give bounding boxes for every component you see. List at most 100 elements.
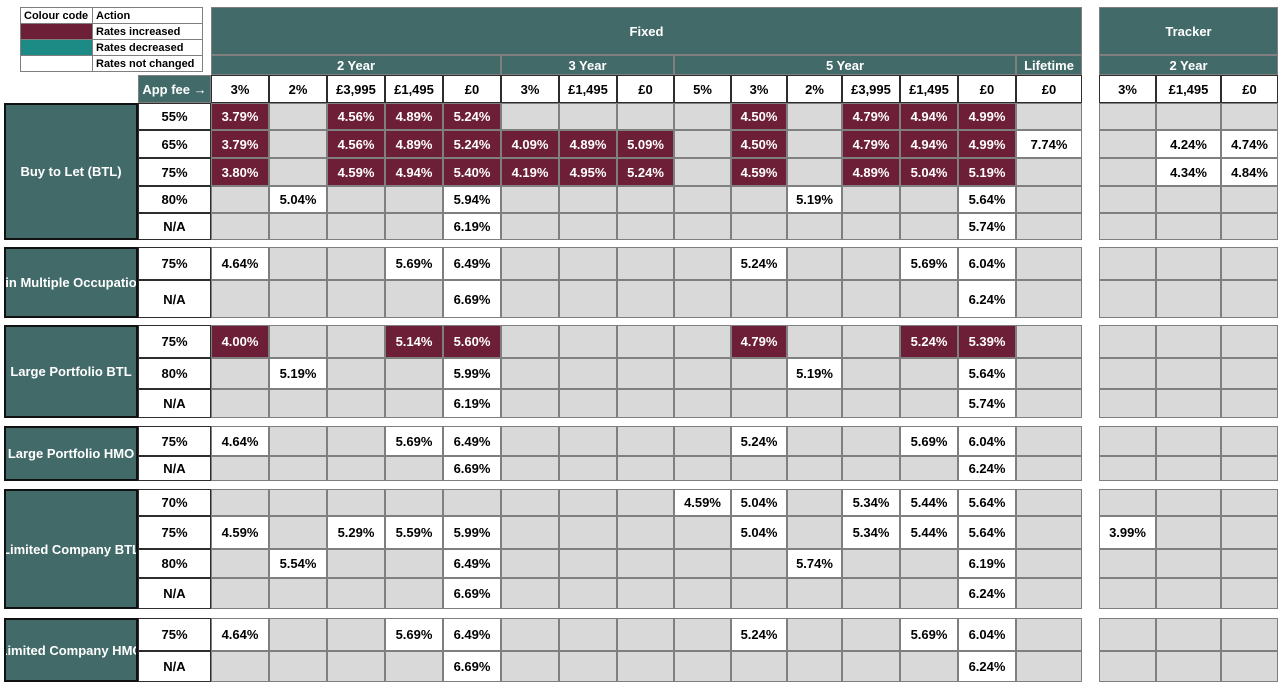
rate-cell: 5.04% <box>900 158 958 186</box>
rate-cell <box>559 549 617 578</box>
rate-cell: 4.84% <box>1221 158 1278 186</box>
rate-cell <box>1156 213 1221 240</box>
rate-cell: 5.69% <box>900 618 958 651</box>
fee-header: £1,495 <box>900 75 958 103</box>
rate-cell: 6.19% <box>958 549 1016 578</box>
legend-label-decreased: Rates decreased <box>92 39 203 56</box>
rate-cell <box>1099 247 1156 280</box>
rate-cell <box>731 213 787 240</box>
rate-cell <box>327 651 385 682</box>
rate-cell: 4.95% <box>559 158 617 186</box>
rate-cell <box>617 426 674 456</box>
fee-header: 5% <box>674 75 731 103</box>
rate-cell <box>674 158 731 186</box>
rate-cell <box>269 130 327 158</box>
rate-cell: 5.24% <box>731 618 787 651</box>
rate-cell <box>617 186 674 213</box>
rate-cell <box>501 651 559 682</box>
rate-cell <box>327 578 385 609</box>
ltv-label: 80% <box>138 358 211 389</box>
rate-cell <box>211 213 269 240</box>
rate-cell <box>1099 325 1156 358</box>
rate-cell: 6.49% <box>443 247 501 280</box>
rate-cell <box>559 213 617 240</box>
rate-cell <box>617 358 674 389</box>
fee-header: £3,995 <box>327 75 385 103</box>
rate-cell <box>617 456 674 481</box>
rate-cell <box>1156 389 1221 418</box>
product-label: Houses in Multiple Occupation (HMO) <box>4 247 138 318</box>
rate-cell <box>385 358 443 389</box>
rate-cell <box>385 186 443 213</box>
rate-cell: 4.19% <box>501 158 559 186</box>
rate-cell: 6.24% <box>958 456 1016 481</box>
rate-cell <box>842 186 900 213</box>
rate-cell <box>327 247 385 280</box>
rate-cell <box>674 247 731 280</box>
rate-cell <box>1099 618 1156 651</box>
rate-cell <box>674 130 731 158</box>
fee-header: 3% <box>501 75 559 103</box>
rate-cell: 5.69% <box>900 247 958 280</box>
rate-cell: 5.09% <box>617 130 674 158</box>
rate-cell <box>1016 549 1082 578</box>
rate-cell <box>211 389 269 418</box>
product-label: Large Portfolio BTL <box>4 325 138 418</box>
rate-cell <box>842 456 900 481</box>
fee-header: £1,495 <box>385 75 443 103</box>
ltv-label: 75% <box>138 325 211 358</box>
rate-cell <box>385 389 443 418</box>
ltv-label: 75% <box>138 618 211 651</box>
rate-cell <box>900 456 958 481</box>
rate-cell <box>327 456 385 481</box>
ltv-label: 80% <box>138 186 211 213</box>
ltv-label: N/A <box>138 651 211 682</box>
ltv-label: N/A <box>138 456 211 481</box>
rate-cell: 5.34% <box>842 489 900 516</box>
rate-cell <box>842 247 900 280</box>
rate-cell: 6.69% <box>443 651 501 682</box>
rate-cell <box>674 549 731 578</box>
rate-cell <box>787 158 842 186</box>
rate-cell <box>900 389 958 418</box>
rate-cell <box>1221 389 1278 418</box>
legend-swatch-unchanged <box>20 55 93 72</box>
rate-cell <box>327 549 385 578</box>
rate-cell: 5.94% <box>443 186 501 213</box>
rate-cell <box>1016 389 1082 418</box>
rate-cell <box>1221 651 1278 682</box>
rate-cell: 6.49% <box>443 426 501 456</box>
ltv-label: 55% <box>138 103 211 130</box>
rate-cell <box>1016 103 1082 130</box>
rate-cell <box>269 389 327 418</box>
ltv-label: 80% <box>138 549 211 578</box>
rate-cell <box>1099 213 1156 240</box>
rate-cell <box>617 213 674 240</box>
rate-cell <box>842 358 900 389</box>
rate-cell: 4.24% <box>1156 130 1221 158</box>
rate-cell <box>385 280 443 318</box>
rate-cell <box>1156 325 1221 358</box>
rate-cell: 6.49% <box>443 549 501 578</box>
rate-cell: 5.24% <box>731 426 787 456</box>
rate-cell: 4.99% <box>958 103 1016 130</box>
rate-cell: 5.04% <box>269 186 327 213</box>
rate-cell: 6.24% <box>958 280 1016 318</box>
rate-cell: 5.54% <box>269 549 327 578</box>
rate-cell: 4.64% <box>211 618 269 651</box>
rate-cell <box>787 489 842 516</box>
rate-cell <box>559 247 617 280</box>
rate-cell <box>559 280 617 318</box>
rate-cell: 4.89% <box>385 130 443 158</box>
fee-header: 3% <box>731 75 787 103</box>
rate-cell: 5.24% <box>731 247 787 280</box>
rate-cell <box>674 651 731 682</box>
rate-cell <box>211 280 269 318</box>
rate-cell <box>617 618 674 651</box>
fee-header: £3,995 <box>842 75 900 103</box>
rate-cell: 6.49% <box>443 618 501 651</box>
rate-cell <box>1016 158 1082 186</box>
rate-cell <box>559 389 617 418</box>
rate-cell: 5.19% <box>787 186 842 213</box>
